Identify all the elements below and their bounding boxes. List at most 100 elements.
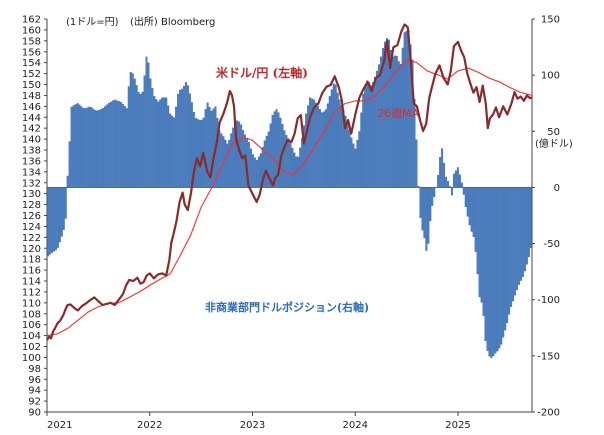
position-bar [466, 187, 469, 217]
position-bar [425, 187, 428, 251]
position-bar [332, 83, 335, 188]
position-bar [121, 104, 124, 188]
left-tick-label: 114 [22, 277, 41, 288]
position-bar [506, 187, 509, 324]
x-tick-label: 2025 [445, 420, 470, 431]
right-unit-note: (億ドル) [535, 137, 573, 150]
position-bar [527, 187, 530, 258]
position-bar [157, 101, 160, 188]
position-bar [64, 187, 67, 219]
position-bar [186, 85, 189, 188]
position-bar [383, 41, 386, 188]
position-bar [179, 89, 182, 188]
left-tick-label: 134 [22, 167, 41, 178]
position-bar [88, 106, 91, 188]
position-bar [519, 187, 522, 281]
position-bar [334, 84, 337, 188]
position-bar [289, 142, 292, 188]
position-bar [98, 109, 101, 188]
right-tick-label: 100 [541, 71, 560, 82]
position-bar [171, 115, 174, 188]
left-tick-label: 144 [22, 113, 41, 124]
position-bar [58, 187, 61, 243]
position-bar [309, 97, 312, 188]
position-bar [423, 187, 426, 239]
position-bar [350, 137, 353, 188]
position-bar [249, 148, 252, 188]
position-bar [261, 146, 264, 188]
position-bar [226, 143, 229, 188]
position-bar [56, 187, 59, 248]
source-note: (出所) Bloomberg [130, 15, 215, 28]
position-bar [326, 103, 329, 188]
position-bar [123, 106, 126, 188]
position-bar [194, 118, 197, 188]
position-bar [285, 135, 288, 188]
position-bar [114, 99, 116, 188]
x-tick-label: 2023 [240, 420, 265, 431]
position-bar [490, 187, 493, 358]
left-tick-label: 122 [22, 233, 41, 244]
left-tick-label: 94 [28, 386, 41, 397]
left-tick-label: 106 [22, 320, 41, 331]
position-bar [324, 109, 327, 188]
position-bar [504, 187, 507, 331]
position-bar [161, 97, 164, 188]
position-bar [115, 100, 118, 188]
position-bar [378, 64, 381, 188]
position-bar [318, 109, 321, 188]
position-bar [110, 101, 113, 188]
left-tick-label: 98 [28, 364, 41, 375]
position-bar [417, 186, 420, 188]
position-bar [356, 139, 359, 188]
left-tick-label: 120 [22, 244, 41, 255]
position-bar [447, 181, 450, 188]
right-tick-label: -50 [544, 239, 560, 250]
position-bar [102, 108, 105, 188]
position-bar [208, 106, 211, 188]
label-layer: (1ドル=円) (出所) Bloomberg (億ドル) 米ドル/円 (左軸) … [66, 15, 573, 314]
position-bar [521, 187, 524, 277]
position-bar [439, 157, 442, 188]
position-bar [496, 187, 499, 352]
position-bar [454, 170, 457, 188]
position-bar [192, 111, 195, 188]
position-bar [72, 105, 75, 188]
position-series-label: 非商業部門ドルポジション(右軸) [205, 300, 369, 314]
position-bar [182, 85, 185, 188]
position-bar [78, 104, 81, 188]
position-bar [360, 112, 363, 188]
position-bar [90, 107, 93, 188]
position-bar [512, 187, 515, 302]
ma-series-label: 26週MA [377, 107, 419, 120]
position-bar [287, 138, 290, 188]
left-tick-label: 156 [22, 47, 41, 58]
position-bar [224, 139, 227, 188]
position-bar [370, 85, 373, 188]
position-bar [372, 82, 375, 188]
position-bar [393, 55, 396, 188]
position-bar [188, 93, 191, 188]
position-bar [330, 89, 333, 188]
position-bar [340, 105, 343, 188]
position-bar [472, 187, 475, 237]
left-tick-label: 102 [22, 342, 41, 353]
position-bar [80, 106, 83, 188]
position-bar [131, 73, 134, 188]
x-tick-label: 2022 [137, 420, 162, 431]
position-bar [397, 61, 400, 188]
position-bar [253, 157, 256, 188]
right-tick-label: -150 [537, 351, 560, 362]
position-bar [76, 103, 79, 188]
position-bar [143, 75, 146, 188]
position-bar [474, 187, 477, 252]
left-tick-label: 150 [22, 80, 41, 91]
left-tick-label: 138 [22, 146, 41, 157]
position-bar [498, 187, 501, 349]
position-bar [112, 100, 115, 188]
position-bar [458, 174, 461, 188]
left-tick-label: 92 [28, 397, 41, 408]
position-bar [456, 167, 459, 188]
left-tick-label: 136 [22, 156, 41, 167]
